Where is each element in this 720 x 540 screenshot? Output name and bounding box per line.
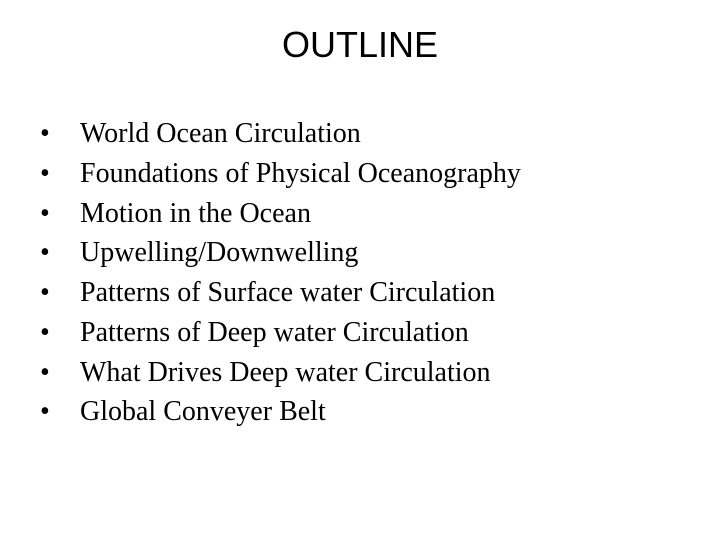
list-item: • Motion in the Ocean (40, 194, 690, 234)
slide-title: OUTLINE (30, 24, 690, 66)
bullet-icon: • (40, 313, 80, 353)
bullet-text: Patterns of Surface water Circulation (80, 273, 690, 313)
bullet-icon: • (40, 273, 80, 313)
list-item: • Patterns of Surface water Circulation (40, 273, 690, 313)
bullet-text: Motion in the Ocean (80, 194, 690, 234)
bullet-icon: • (40, 392, 80, 432)
list-item: • Foundations of Physical Oceanography (40, 154, 690, 194)
bullet-icon: • (40, 353, 80, 393)
bullet-icon: • (40, 154, 80, 194)
list-item: • Global Conveyer Belt (40, 392, 690, 432)
bullet-text: Upwelling/Downwelling (80, 233, 690, 273)
bullet-icon: • (40, 114, 80, 154)
bullet-text: Patterns of Deep water Circulation (80, 313, 690, 353)
bullet-text: Foundations of Physical Oceanography (80, 154, 690, 194)
bullet-text: What Drives Deep water Circulation (80, 353, 690, 393)
list-item: • Patterns of Deep water Circulation (40, 313, 690, 353)
list-item: • Upwelling/Downwelling (40, 233, 690, 273)
slide-container: OUTLINE • World Ocean Circulation • Foun… (0, 0, 720, 540)
bullet-icon: • (40, 194, 80, 234)
bullet-text: World Ocean Circulation (80, 114, 690, 154)
bullet-list: • World Ocean Circulation • Foundations … (30, 114, 690, 432)
bullet-text: Global Conveyer Belt (80, 392, 690, 432)
list-item: • World Ocean Circulation (40, 114, 690, 154)
bullet-icon: • (40, 233, 80, 273)
list-item: • What Drives Deep water Circulation (40, 353, 690, 393)
